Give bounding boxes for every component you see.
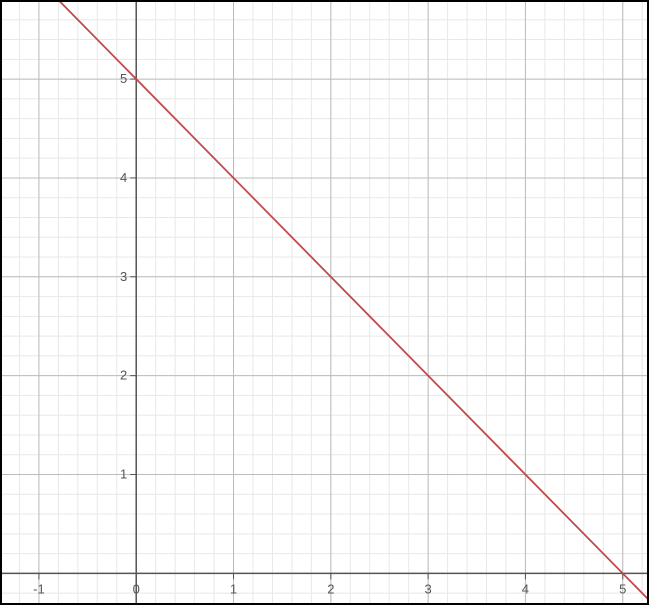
y-tick-label: 1 <box>120 467 127 482</box>
line-chart: -1 0 1 2 3 4 5 1 2 3 4 5 <box>0 0 649 605</box>
x-tick-label: 5 <box>619 581 626 596</box>
y-tick-label: 4 <box>120 170 127 185</box>
x-tick-label: 1 <box>230 581 237 596</box>
y-tick-label: 2 <box>120 368 127 383</box>
y-tick-label: 3 <box>120 269 127 284</box>
x-tick-label: 0 <box>133 581 140 596</box>
x-tick-label: -1 <box>33 581 45 596</box>
x-tick-label: 4 <box>522 581 529 596</box>
x-tick-label: 2 <box>327 581 334 596</box>
x-tick-label: 3 <box>425 581 432 596</box>
y-tick-label: 5 <box>120 71 127 86</box>
